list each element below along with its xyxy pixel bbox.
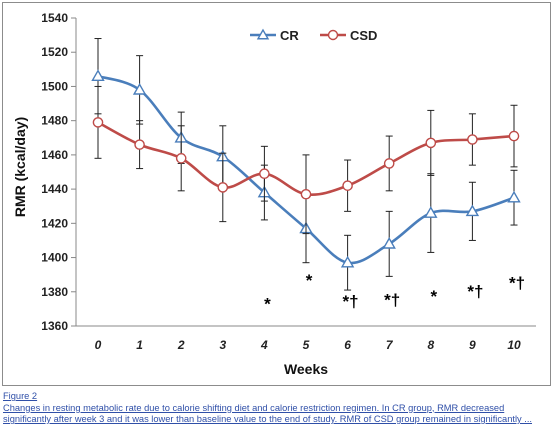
triangle-marker [424,206,438,218]
x-tick-label: 5 [303,338,310,352]
significance-marker: *† [467,282,483,301]
circle-marker [92,117,104,128]
significance-marker: * [264,295,271,314]
circle-marker [175,153,187,164]
legend-label: CSD [350,28,377,43]
y-tick-labels: 1360 1380 1400 1420 1440 1460 1480 1500 1520 1540 [41,11,68,333]
significance-marker: * [430,287,437,306]
x-tick-label: 9 [469,338,476,352]
legend-item-csd: CSD [320,28,377,43]
circle-marker [134,139,145,150]
y-tick-label: 1380 [41,285,68,299]
x-tick-label: 3 [219,338,226,352]
y-tick-label: 1420 [41,216,68,230]
x-tick-label: 4 [260,338,268,352]
triangle-marker [340,255,355,268]
x-tick-label: 6 [344,338,351,352]
y-axis-title: RMR (kcal/day) [12,117,28,217]
triangle-marker [132,82,147,95]
triangle-marker [465,204,480,217]
significance-marker: * [306,271,313,290]
x-tick-label: 2 [177,338,185,352]
circle-marker [467,134,478,145]
significance-annotations: * * *† *† * *† *† [264,271,525,314]
chart-axes [71,17,536,327]
figure-frame [2,2,551,386]
y-tick-label: 1480 [41,114,68,128]
figure-caption: Figure 2 Changes in resting metabolic ra… [3,391,551,426]
legend-circle-marker [327,29,339,41]
caption-text-link[interactable]: Changes in resting metabolic rate due to… [3,402,532,425]
circle-marker [425,137,437,149]
x-tick-label: 1 [136,338,143,352]
series-csd [92,85,520,235]
circle-marker [217,182,229,193]
x-axis-title: Weeks [284,361,328,377]
circle-marker [259,168,270,180]
y-tick-label: 1400 [41,251,68,265]
y-tick-label: 1460 [41,148,68,162]
circle-marker [383,158,395,169]
series-layer [91,38,521,291]
x-tick-label: 7 [386,338,394,352]
y-tick-label: 1360 [41,319,68,333]
triangle-marker [382,236,396,249]
y-tick-label: 1520 [41,45,68,59]
caption-title-link[interactable]: Figure 2 [3,391,38,401]
legend-label: CR [280,28,299,43]
x-tick-label: 8 [427,338,434,352]
triangle-marker [507,190,521,203]
x-tick-label: 10 [507,338,521,352]
triangle-marker [91,69,105,82]
chart-legend: CR CSD [250,28,377,43]
rmr-line-chart: 1360138014001420144014601480150015201540… [12,11,536,377]
legend-item-cr: CR [250,28,299,43]
y-tick-label: 1500 [41,79,68,93]
y-tick-label: 1440 [41,182,68,196]
significance-marker: *† [343,292,359,311]
legend-triangle-marker [256,28,270,40]
circle-marker [342,180,353,191]
x-tick-label: 0 [95,338,102,352]
y-tick-label: 1540 [41,11,68,25]
circle-marker [508,130,520,142]
significance-marker: *† [384,290,400,309]
x-tick-labels: 0 1 2 3 4 5 6 7 8 9 10 [95,338,521,352]
circle-marker [300,188,312,200]
significance-marker: *† [509,273,525,292]
